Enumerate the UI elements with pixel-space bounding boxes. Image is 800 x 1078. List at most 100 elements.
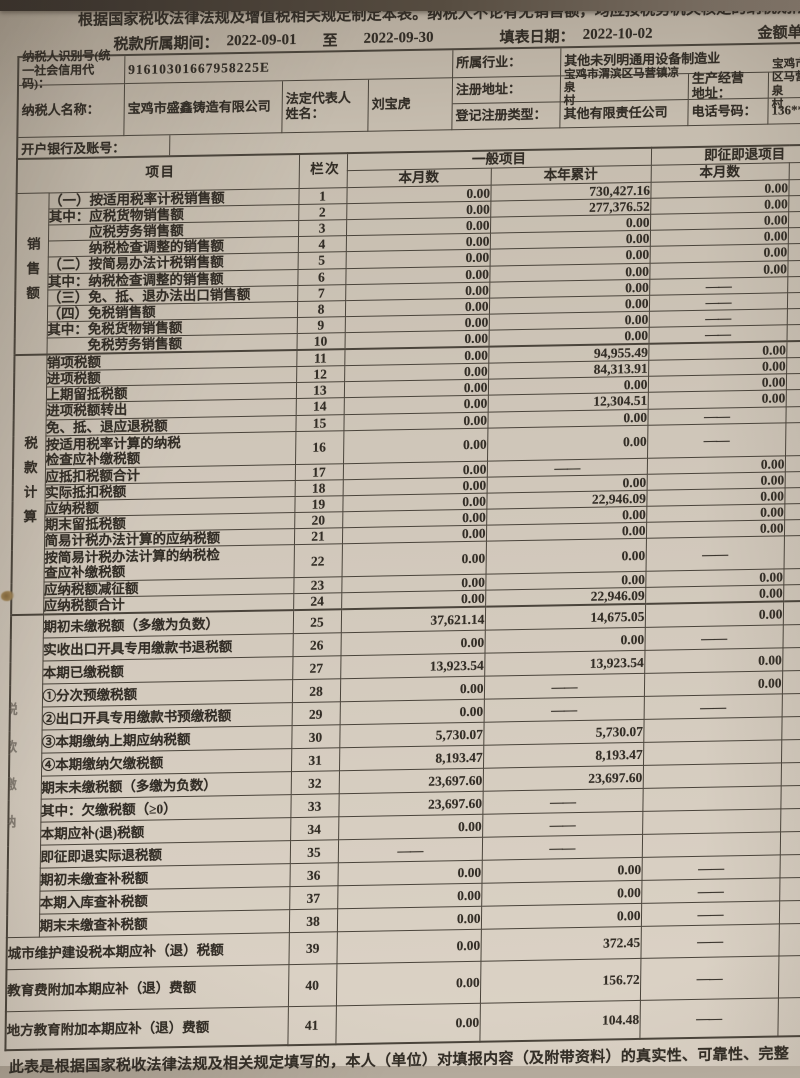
cell-refund [642,740,782,766]
cell-month: 0.00 [336,929,481,965]
cell-year: 0.00 [480,903,642,930]
cell-year: —— [482,811,643,838]
cell-month: 0.00 [335,1003,480,1045]
cell-refund: 0.00 [646,487,785,507]
phone-label: 电话号码： [688,98,769,127]
cell-month: 0.00 [344,346,489,366]
cell-refund: 0.00 [650,179,789,199]
legal-rep-label: 法定代表人 姓名： [282,79,370,134]
cell-cut [786,307,800,325]
cell-cut [786,323,800,342]
row-label: 教育费附加本期应补（退）费额 [5,965,289,1013]
cell-refund: —— [639,998,778,1040]
cell-cut [778,923,800,957]
cell-month: 0.00 [336,906,482,933]
legal-rep-value: 刘宝虎 [368,78,454,132]
cell-cut [782,647,800,672]
reg-type-value: 其他有限责任公司 [560,100,689,129]
period-end: 2022-09-30 [363,29,434,47]
cell-refund: —— [643,694,782,720]
cell-cut [788,195,800,213]
cell-cut [785,389,800,407]
cell-refund: 0.00 [645,569,784,588]
cell-month: 0.00 [342,476,487,496]
cell-cut [788,178,800,196]
cell-cut [778,900,800,925]
cell-cut [785,421,800,456]
stain [1,591,14,601]
cell-refund: 0.00 [646,503,785,523]
cell-cut [786,291,800,309]
cell-cut [779,831,800,856]
reg-address-label: 注册地址： [452,76,562,105]
row-index: 22 [293,543,342,578]
row-index: 31 [290,748,340,773]
row-index: 32 [290,771,339,796]
row-index: 2 [298,203,347,221]
cell-refund: 0.00 [648,358,787,377]
period-label: 税款所属期间： [113,34,219,53]
cell-month: 0.00 [343,427,488,464]
cell-refund: 0.00 [646,455,786,475]
row-index: 6 [297,268,346,286]
cell-month: 0.00 [340,630,485,657]
cell-cut [784,502,800,520]
section-label-tax-payment: 税款缴纳 [6,614,44,939]
cell-refund: —— [640,924,779,959]
cell-refund [642,786,781,812]
bank-account-label: 开户银行及账号： [18,135,171,158]
cell-month: 0.00 [344,313,489,333]
row-index: 27 [292,656,341,681]
row-index: 30 [291,725,340,750]
cell-cut [784,486,800,504]
row-index: 33 [290,794,339,819]
cell-month: 0.00 [344,363,489,383]
period-to: 至 [322,32,338,50]
col-header-cut [788,161,800,180]
unit-label: 金额单位 [757,24,800,42]
cell-refund: 0.00 [649,244,788,263]
cell-cut [787,275,800,293]
cell-cut [781,670,800,695]
cell-month: 0.00 [343,411,488,431]
row-index: 34 [290,817,339,842]
cell-year: 0.00 [485,538,646,575]
cell-refund: —— [641,855,780,881]
cell-month: 0.00 [344,297,490,317]
cell-refund: 0.00 [644,648,783,674]
cell-cut [787,243,800,261]
cell-cut [779,877,800,902]
cell-year: 156.72 [479,958,641,1004]
cell-month: 0.00 [337,883,482,910]
cell-refund: 0.00 [644,601,784,628]
cell-year: —— [482,788,643,815]
cell-cut [787,211,800,229]
row-index: 14 [295,398,344,416]
cell-month: 0.00 [339,676,485,703]
row-index: 1 [298,187,347,205]
row-index: 19 [294,495,343,513]
cell-month: 0.00 [342,493,487,512]
cell-cut [783,568,800,586]
cell-cut [777,955,800,999]
biz-address-label: 生产经营 地址： [688,70,770,101]
cell-month: 23,697.60 [338,768,483,795]
col-header-index: 栏次 [298,153,348,189]
cell-refund: —— [645,536,784,572]
row-index: 39 [288,932,337,966]
cell-year: 0.00 [481,880,642,907]
row-index: 26 [292,633,341,658]
row-index: 35 [289,840,339,865]
cell-cut [781,693,800,718]
cell-refund: 0.00 [643,671,783,697]
cell-cut [782,600,800,626]
cell-month: 0.00 [341,541,486,577]
row-index: 10 [296,332,345,351]
reg-address-value: 宝鸡市渭滨区马营镇凉泉 村 [560,67,690,107]
row-index: 29 [291,702,340,727]
cell-month: 0.00 [343,395,488,415]
taxpayer-id-label: 纳税人识别号(统一社会信用代码)： [19,48,126,91]
cell-year: —— [481,834,643,861]
row-index: 7 [297,284,346,302]
